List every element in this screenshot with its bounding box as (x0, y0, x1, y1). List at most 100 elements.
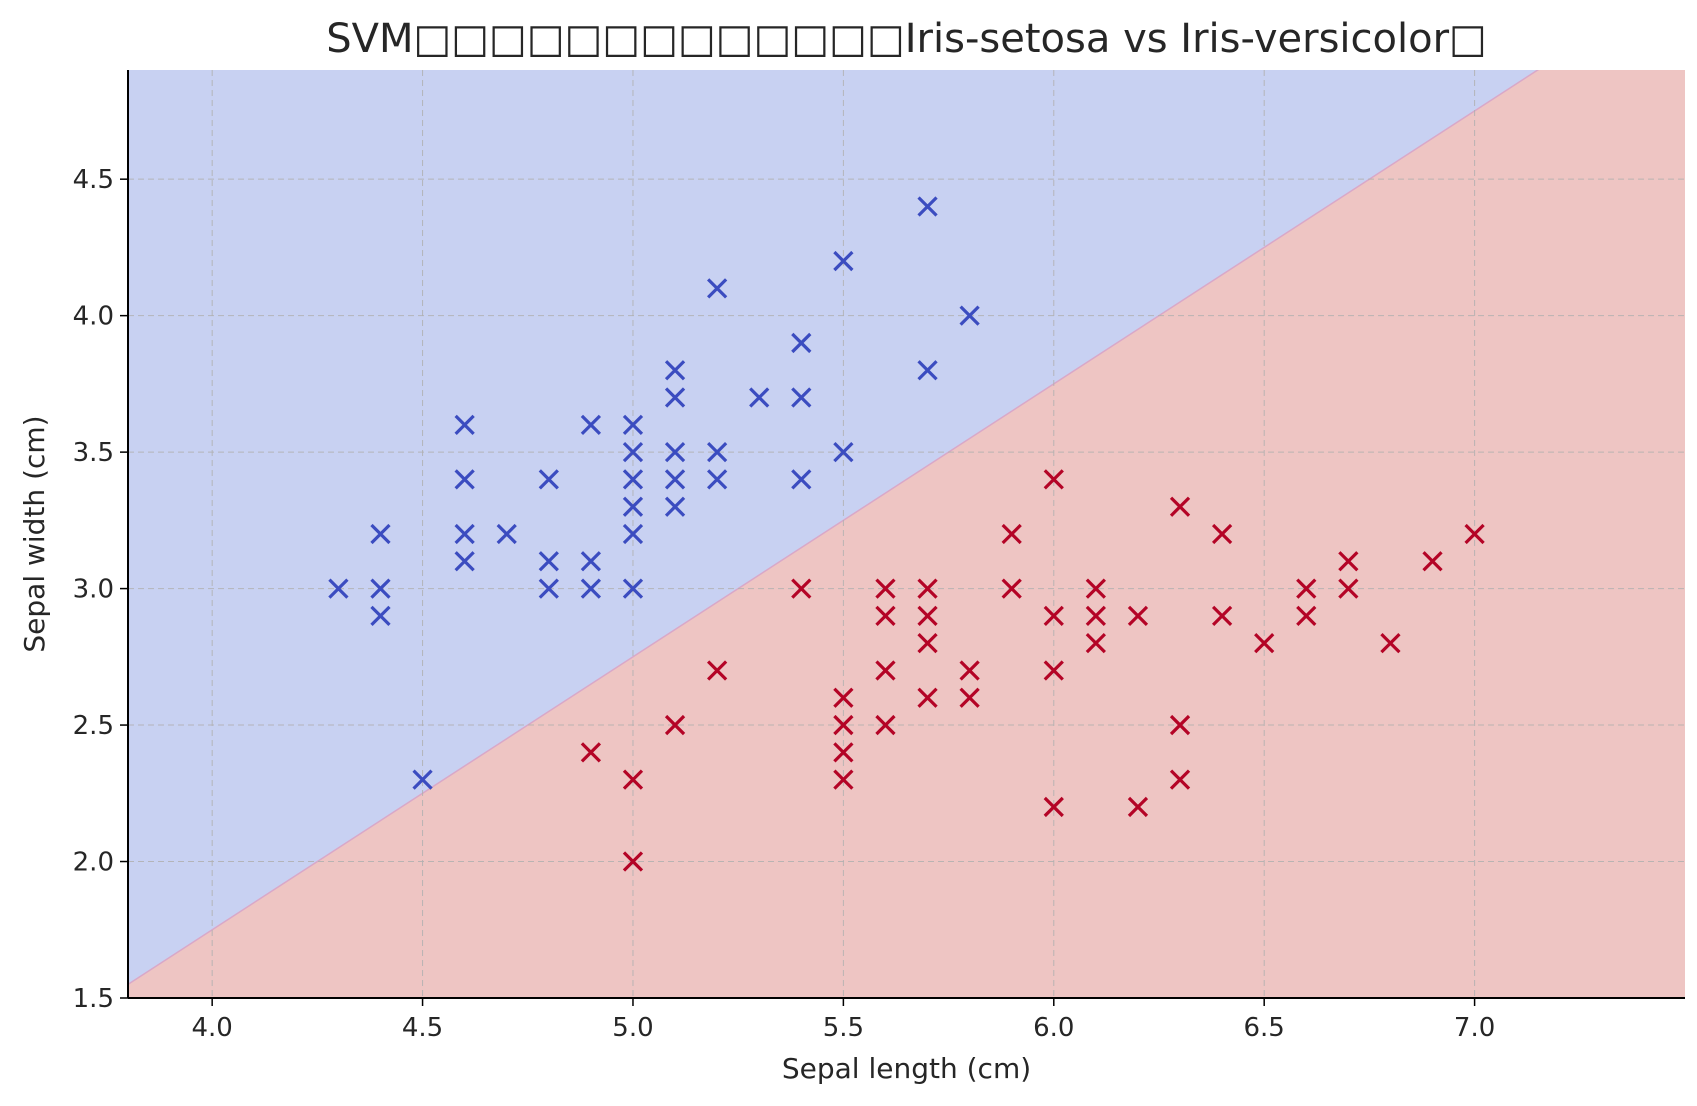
data-point (875, 605, 896, 627)
data-point (538, 469, 559, 490)
data-point (1169, 769, 1191, 790)
data-point (664, 441, 686, 463)
data-point (622, 523, 644, 545)
data-point (833, 714, 854, 736)
data-point (1464, 523, 1485, 545)
data-point (664, 469, 686, 490)
data-point (622, 851, 644, 872)
data-point (370, 578, 391, 599)
data-point (959, 687, 980, 708)
data-point (622, 469, 644, 490)
data-point (707, 278, 728, 299)
data-points (328, 196, 1485, 872)
data-point (622, 496, 644, 517)
data-point (833, 250, 854, 272)
y-tick-label: 3.0 (73, 575, 114, 605)
x-tick-label: 5.0 (612, 1013, 653, 1043)
data-point (1380, 633, 1401, 654)
series-0 (328, 196, 980, 790)
data-point (496, 523, 517, 545)
data-point (875, 660, 896, 681)
data-point (1085, 633, 1106, 654)
data-point (664, 496, 686, 517)
data-point (1085, 578, 1106, 599)
data-point (664, 714, 686, 736)
data-point (959, 660, 980, 681)
data-point (875, 714, 896, 736)
data-point (1001, 523, 1022, 545)
data-point (1127, 605, 1149, 627)
data-point (1043, 796, 1064, 818)
data-point (1043, 660, 1064, 681)
data-point (707, 469, 728, 490)
data-point (1422, 551, 1443, 572)
y-axis-label: Sepal width (cm) (18, 415, 51, 652)
data-point (1211, 523, 1233, 545)
data-point (1338, 578, 1359, 599)
data-point (875, 578, 896, 599)
y-tick-label: 1.5 (73, 984, 114, 1014)
x-tick-label: 4.0 (191, 1013, 232, 1043)
data-point (1296, 578, 1317, 599)
data-point (622, 578, 644, 599)
data-point (370, 523, 391, 545)
data-point (580, 551, 602, 572)
data-point (833, 687, 854, 708)
data-point (412, 769, 433, 790)
data-point (1127, 796, 1149, 818)
decision-regions (128, 70, 1685, 998)
data-point (1169, 496, 1191, 517)
data-point (664, 387, 686, 408)
data-point (454, 551, 475, 572)
data-point (749, 387, 770, 408)
data-point (580, 414, 602, 435)
data-point (917, 578, 938, 599)
x-tick-label: 6.5 (1244, 1013, 1285, 1043)
data-point (1254, 633, 1275, 654)
data-point (833, 742, 854, 763)
data-point (1085, 605, 1106, 627)
data-point (791, 332, 812, 354)
data-point (1338, 551, 1359, 572)
x-tick-label: 4.5 (402, 1013, 443, 1043)
x-tick-label: 7.0 (1454, 1013, 1495, 1043)
data-point (917, 687, 938, 708)
data-point (622, 769, 644, 790)
data-point (833, 769, 854, 790)
y-tick-label: 4.0 (73, 302, 114, 332)
data-point (959, 305, 980, 326)
axes: 4.0 4.5 5.0 5.5 6.0 6.5 7.0 1.5 2.0 2.5 3.0 3.5 4.0 4… (73, 70, 1685, 1043)
data-point (707, 660, 728, 681)
data-point (791, 578, 812, 599)
data-point (454, 414, 475, 435)
data-point (454, 469, 475, 490)
y-tick-label: 2.0 (73, 848, 114, 878)
y-tick-label: 2.5 (73, 711, 114, 741)
decision-boundary-line (128, 70, 1540, 985)
data-point (580, 742, 602, 763)
data-point (791, 387, 812, 408)
data-point (454, 523, 475, 545)
data-point (622, 441, 644, 463)
x-tick-label: 6.0 (1033, 1013, 1074, 1043)
data-point (1043, 469, 1064, 490)
x-tick-label: 5.5 (823, 1013, 864, 1043)
data-point (917, 633, 938, 654)
data-point (917, 196, 938, 217)
data-point (1001, 578, 1022, 599)
data-point (1296, 605, 1317, 627)
data-point (833, 441, 854, 463)
data-point (1211, 605, 1233, 627)
data-point (1169, 714, 1191, 736)
data-point (370, 605, 391, 627)
data-point (328, 578, 349, 599)
data-point (538, 551, 559, 572)
data-point (707, 441, 728, 463)
x-axis-label: Sepal length (cm) (782, 1052, 1031, 1085)
data-point (538, 578, 559, 599)
data-point (917, 360, 938, 381)
data-point (664, 360, 686, 381)
data-point (1043, 605, 1064, 627)
y-tick-label: 4.5 (73, 165, 114, 195)
